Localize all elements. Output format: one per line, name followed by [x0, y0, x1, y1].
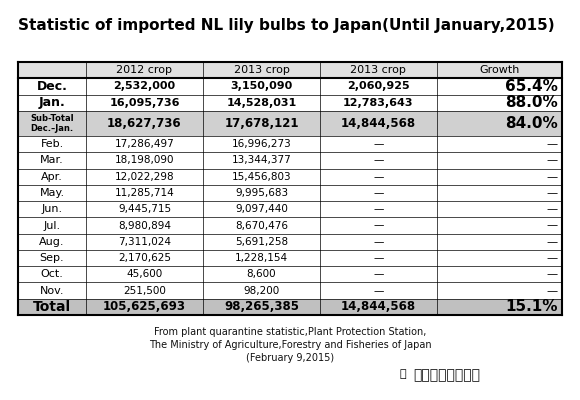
Bar — [203, 299, 320, 315]
Text: 98,200: 98,200 — [244, 286, 280, 296]
Text: Mar.: Mar. — [40, 156, 64, 166]
Text: 9,995,683: 9,995,683 — [235, 188, 288, 198]
Text: Nov.: Nov. — [40, 286, 64, 296]
Text: —: — — [373, 220, 383, 230]
Text: 3,150,090: 3,150,090 — [230, 82, 292, 92]
Text: —: — — [373, 139, 383, 149]
Text: 7,311,024: 7,311,024 — [118, 237, 171, 247]
Text: —: — — [547, 172, 558, 182]
Text: Growth: Growth — [479, 65, 520, 75]
Bar — [437, 111, 562, 136]
Text: —: — — [373, 253, 383, 263]
Text: 9,445,715: 9,445,715 — [118, 204, 171, 214]
Bar — [203, 62, 320, 78]
Text: 8,980,894: 8,980,894 — [118, 220, 171, 230]
Text: —: — — [547, 237, 558, 247]
Text: May.: May. — [39, 188, 64, 198]
Text: The Ministry of Agriculture,Forestry and Fisheries of Japan: The Ministry of Agriculture,Forestry and… — [148, 340, 432, 350]
Bar — [86, 62, 203, 78]
Text: 13,344,377: 13,344,377 — [231, 156, 291, 166]
Text: 18,627,736: 18,627,736 — [107, 117, 182, 130]
Text: 2,060,925: 2,060,925 — [347, 82, 409, 92]
Text: Sep.: Sep. — [39, 253, 64, 263]
Text: 2013 crop: 2013 crop — [350, 65, 407, 75]
Text: Jul.: Jul. — [44, 220, 60, 230]
Text: 16,996,273: 16,996,273 — [231, 139, 291, 149]
Text: 5,691,258: 5,691,258 — [235, 237, 288, 247]
Text: 17,678,121: 17,678,121 — [224, 117, 299, 130]
Text: —: — — [547, 204, 558, 214]
Text: 84.0%: 84.0% — [505, 116, 558, 131]
Text: —: — — [547, 269, 558, 279]
Text: 18,198,090: 18,198,090 — [115, 156, 174, 166]
Text: —: — — [547, 156, 558, 166]
Text: 株式会社中村農園: 株式会社中村農園 — [413, 368, 480, 382]
Bar — [320, 299, 437, 315]
Text: —: — — [547, 139, 558, 149]
Text: 2,170,625: 2,170,625 — [118, 253, 171, 263]
Bar — [320, 111, 437, 136]
Text: Statistic of imported NL lily bulbs to Japan(Until January,2015): Statistic of imported NL lily bulbs to J… — [18, 18, 554, 33]
Text: —: — — [373, 156, 383, 166]
Text: 🌿: 🌿 — [400, 369, 407, 379]
Text: 2012 crop: 2012 crop — [117, 65, 172, 75]
Bar — [86, 111, 203, 136]
Bar — [18, 62, 86, 78]
Text: —: — — [373, 172, 383, 182]
Text: Jan.: Jan. — [39, 96, 66, 109]
Text: 45,600: 45,600 — [126, 269, 162, 279]
Bar — [437, 62, 562, 78]
Bar — [320, 62, 437, 78]
Text: 2013 crop: 2013 crop — [234, 65, 289, 75]
Text: Aug.: Aug. — [39, 237, 65, 247]
Text: 1,228,154: 1,228,154 — [235, 253, 288, 263]
Bar — [18, 299, 86, 315]
Text: —: — — [373, 269, 383, 279]
Text: 8,670,476: 8,670,476 — [235, 220, 288, 230]
Text: —: — — [373, 286, 383, 296]
Text: Sub-Total
Dec.–Jan.: Sub-Total Dec.–Jan. — [30, 114, 74, 133]
Text: —: — — [547, 220, 558, 230]
Text: Apr.: Apr. — [41, 172, 63, 182]
Bar — [86, 299, 203, 315]
Text: Total: Total — [33, 300, 71, 314]
Text: —: — — [373, 188, 383, 198]
Text: 12,022,298: 12,022,298 — [115, 172, 175, 182]
Text: —: — — [547, 286, 558, 296]
Text: —: — — [547, 188, 558, 198]
Text: 14,844,568: 14,844,568 — [341, 300, 416, 313]
Text: —: — — [373, 237, 383, 247]
Bar — [18, 111, 86, 136]
Text: 11,285,714: 11,285,714 — [115, 188, 175, 198]
Text: 15.1%: 15.1% — [506, 299, 558, 314]
Text: —: — — [547, 253, 558, 263]
Text: (February 9,2015): (February 9,2015) — [246, 353, 334, 363]
Text: From plant quarantine statistic,Plant Protection Station,: From plant quarantine statistic,Plant Pr… — [154, 327, 426, 337]
Text: —: — — [373, 204, 383, 214]
Text: Feb.: Feb. — [41, 139, 64, 149]
Bar — [437, 299, 562, 315]
Text: 14,844,568: 14,844,568 — [341, 117, 416, 130]
Text: 14,528,031: 14,528,031 — [226, 98, 296, 108]
Bar — [203, 111, 320, 136]
Text: 2,532,000: 2,532,000 — [114, 82, 176, 92]
Text: 9,097,440: 9,097,440 — [235, 204, 288, 214]
Text: 65.4%: 65.4% — [505, 79, 558, 94]
Text: Oct.: Oct. — [41, 269, 63, 279]
Text: 17,286,497: 17,286,497 — [115, 139, 175, 149]
Text: 15,456,803: 15,456,803 — [231, 172, 291, 182]
Text: 251,500: 251,500 — [123, 286, 166, 296]
Text: 12,783,643: 12,783,643 — [343, 98, 414, 108]
Text: 8,600: 8,600 — [246, 269, 276, 279]
Text: 88.0%: 88.0% — [505, 95, 558, 110]
Text: Dec.: Dec. — [37, 80, 67, 93]
Text: Jun.: Jun. — [41, 204, 63, 214]
Text: 98,265,385: 98,265,385 — [224, 300, 299, 313]
Text: 16,095,736: 16,095,736 — [109, 98, 180, 108]
Text: 105,625,693: 105,625,693 — [103, 300, 186, 313]
